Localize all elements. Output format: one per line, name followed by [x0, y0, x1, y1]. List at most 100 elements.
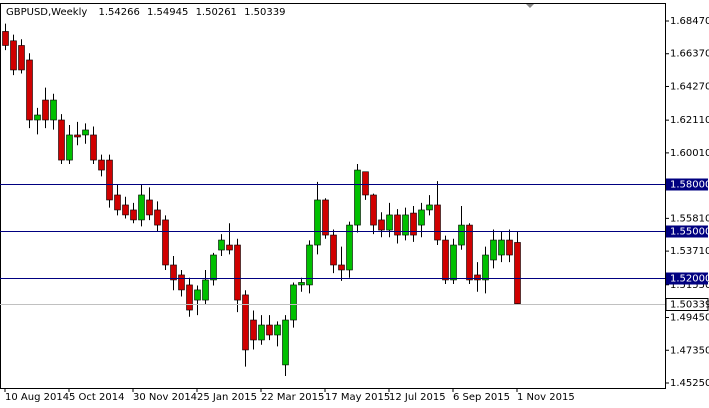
- candle-body: [122, 204, 129, 216]
- candle-body: [482, 254, 489, 281]
- candle-body: [274, 324, 281, 336]
- y-tick-label: 1.60010: [670, 148, 709, 159]
- symbol: GBPUSD,Weekly: [6, 7, 87, 18]
- candle-body: [266, 324, 273, 336]
- candle-body: [226, 244, 233, 251]
- low-value: 1.50261: [196, 7, 237, 18]
- candle-body: [346, 224, 353, 271]
- y-tick-label: 1.45250: [670, 378, 709, 389]
- candle-body: [490, 239, 497, 261]
- open-value: 1.54266: [98, 7, 139, 18]
- candle-body: [66, 134, 73, 161]
- price-level-box: [666, 178, 708, 191]
- candle-body: [194, 289, 201, 301]
- candle-body: [98, 159, 105, 171]
- price-level-label: 1.52000: [670, 274, 709, 285]
- candle-body: [426, 204, 433, 211]
- candle-body: [234, 244, 241, 301]
- candle-body: [250, 319, 257, 341]
- y-tick-label: 1.66370: [670, 49, 709, 60]
- candle-body: [146, 199, 153, 216]
- candle-body: [370, 194, 377, 226]
- price-level-box: [666, 225, 708, 238]
- candle-body: [2, 31, 9, 46]
- candle-body: [290, 284, 297, 321]
- price-level-label: 1.58000: [670, 180, 709, 191]
- candle-body: [386, 214, 393, 231]
- x-tick-label: 5 Oct 2014: [69, 392, 124, 403]
- candle-body: [26, 59, 33, 121]
- price-level-box: [666, 272, 708, 285]
- price-level-label: 1.55000: [670, 227, 709, 238]
- candle-body: [82, 129, 89, 136]
- candle-body: [322, 199, 329, 236]
- candle-body: [354, 169, 361, 226]
- candle-body: [282, 319, 289, 366]
- candle-body: [498, 239, 505, 256]
- current-price-box: [665, 298, 709, 311]
- candle-body: [186, 284, 193, 311]
- x-tick-label: 30 Nov 2014: [133, 392, 197, 403]
- candle-body: [18, 45, 25, 71]
- close-value: 1.50339: [244, 7, 285, 18]
- candle-body: [402, 214, 409, 236]
- candle-body: [106, 159, 113, 201]
- candle-body: [242, 294, 249, 351]
- chart-title: GBPUSD,Weekly 1.54266 1.54945 1.50261 1.…: [6, 7, 285, 18]
- candle-body: [514, 242, 521, 304]
- y-tick-label: 1.68470: [670, 16, 709, 27]
- candle-body: [450, 244, 457, 281]
- x-tick-label: 6 Sep 2015: [453, 392, 510, 403]
- candle-body: [178, 274, 185, 291]
- candle-body: [338, 264, 345, 271]
- candle-body: [162, 219, 169, 266]
- candle-body: [466, 224, 473, 281]
- candle-body: [34, 114, 41, 121]
- candle-body: [130, 209, 137, 221]
- candle-body: [442, 239, 449, 281]
- x-tick-label: 25 Jan 2015: [197, 392, 257, 403]
- candle-body: [50, 99, 57, 121]
- x-tick-label: 22 Mar 2015: [261, 392, 324, 403]
- candle-body: [138, 194, 145, 221]
- candle-body: [154, 209, 161, 226]
- x-tick-label: 17 May 2015: [325, 392, 390, 403]
- y-tick-label: 1.49450: [670, 313, 709, 324]
- candle-body: [202, 279, 209, 301]
- y-tick-label: 1.62110: [670, 115, 709, 126]
- y-tick-label: 1.51550: [670, 280, 709, 291]
- candle-body: [298, 282, 305, 286]
- candle-body: [410, 212, 417, 236]
- candle-body: [314, 199, 321, 246]
- candle-body: [394, 214, 401, 236]
- candle-body: [58, 119, 65, 161]
- candle-body: [506, 239, 513, 256]
- candle-body: [458, 224, 465, 246]
- x-tick-label: 12 Jul 2015: [389, 392, 446, 403]
- x-tick-label: 10 Aug 2014: [5, 392, 69, 403]
- y-tick-label: 1.55810: [670, 213, 709, 224]
- current-price-label: 1.50339: [670, 300, 709, 311]
- candle-body: [42, 99, 49, 121]
- candle-body: [210, 254, 217, 281]
- candle-body: [258, 324, 265, 341]
- candle-body: [362, 171, 369, 196]
- candle-body: [474, 274, 481, 281]
- candle-body: [170, 264, 177, 281]
- candle-body: [418, 209, 425, 226]
- candle-body: [218, 239, 225, 251]
- y-tick-label: 1.53710: [670, 246, 709, 257]
- shift-marker: [526, 4, 534, 8]
- candle-body: [90, 134, 97, 161]
- candle-body: [306, 244, 313, 286]
- high-value: 1.54945: [147, 7, 188, 18]
- candle-body: [114, 194, 121, 211]
- plot: 1.68470 1.66370 1.64270 1.62110 1.60010 1.558…: [0, 16, 709, 403]
- y-tick-label: 1.47350: [670, 345, 709, 356]
- plot-frame: [0, 3, 666, 389]
- candle-body: [378, 219, 385, 231]
- x-tick-label: 1 Nov 2015: [517, 392, 575, 403]
- candle-body: [330, 234, 337, 266]
- y-tick-label: 1.64270: [670, 81, 709, 92]
